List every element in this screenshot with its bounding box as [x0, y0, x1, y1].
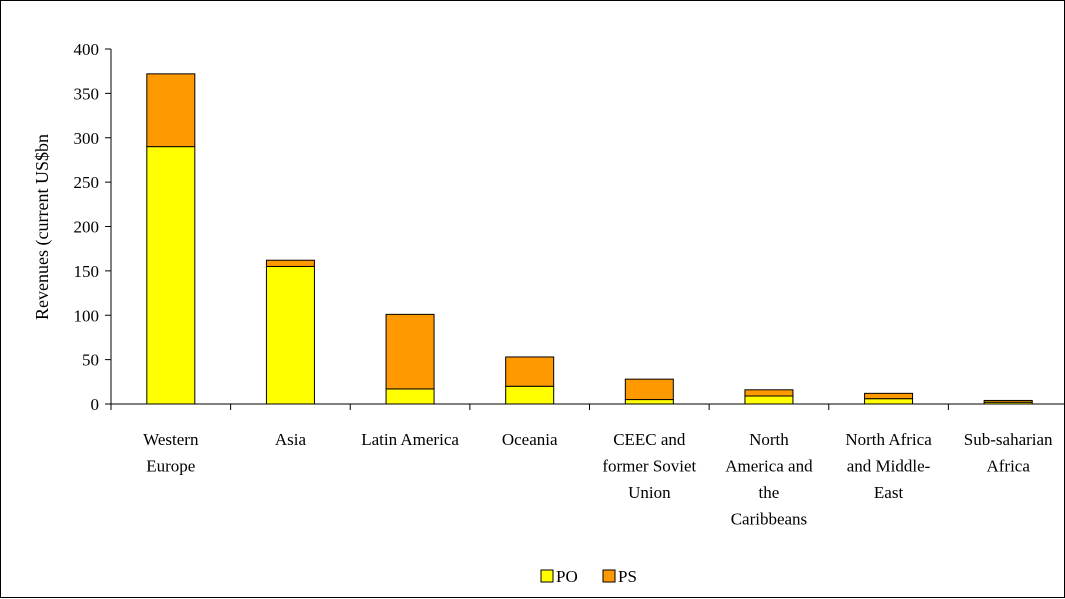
y-axis: 0 50 100 150 200 250 300 350 400: [74, 40, 112, 414]
category-label-line: Union: [628, 483, 671, 502]
y-tick-label: 150: [74, 262, 100, 281]
category-label-line: Europe: [146, 457, 195, 476]
category-label-line: Asia: [275, 430, 307, 449]
category-label-line: the: [759, 483, 780, 502]
category-label-line: East: [874, 483, 904, 502]
category-label-line: North Africa: [845, 430, 932, 449]
legend-swatch-po: [540, 569, 554, 583]
category-label-line: Caribbeans: [731, 510, 807, 529]
legend-label-ps: PS: [618, 567, 637, 586]
category-label-line: Sub-saharian: [964, 430, 1053, 449]
category-label: Latin America: [361, 430, 459, 449]
y-tick-label: 250: [74, 173, 100, 192]
bar-po-0: [146, 146, 196, 405]
category-label: North America and the Caribbeans: [725, 430, 813, 529]
bar-po-6: [864, 398, 914, 405]
category-label-line: and Middle-: [847, 457, 931, 476]
y-axis-label: Revenues (current US$bn: [32, 134, 53, 320]
category-label: Oceania: [502, 430, 558, 449]
bar-ps-7: [983, 399, 1033, 403]
y-tick-label: 350: [74, 84, 100, 103]
category-label-line: CEEC and: [613, 430, 686, 449]
y-tick-label: 200: [74, 218, 100, 237]
category-label: Asia: [275, 430, 307, 449]
bar-ps-1: [265, 259, 315, 267]
category-label-line: America and: [725, 457, 813, 476]
x-axis: [110, 403, 1065, 410]
y-tick-label: 400: [74, 40, 100, 59]
bar-po-4: [624, 399, 674, 405]
category-label: CEEC and former Soviet Union: [602, 430, 696, 502]
category-label: Western Europe: [143, 430, 199, 476]
category-label-line: Western: [143, 430, 199, 449]
bar-ps-3: [505, 356, 555, 387]
bar-po-1: [265, 265, 315, 405]
y-tick-label: 300: [74, 129, 100, 148]
legend-label-po: PO: [556, 567, 578, 586]
legend-swatch-ps: [602, 569, 616, 583]
y-tick-label: 50: [82, 351, 99, 370]
category-label-line: Latin America: [361, 430, 459, 449]
bar-ps-0: [146, 73, 196, 148]
bar-ps-4: [624, 378, 674, 401]
y-tick-label: 0: [91, 395, 100, 414]
bar-po-2: [385, 388, 435, 405]
legend: PO PS: [540, 567, 637, 586]
bar-ps-2: [385, 313, 435, 390]
category-label-line: North: [749, 430, 789, 449]
bar-po-3: [505, 385, 555, 405]
bar-ps-6: [864, 392, 914, 400]
category-labels: Western Europe Asia Latin America Oceania CEE…: [143, 430, 1053, 529]
bar-po-5: [744, 395, 794, 405]
bar-ps-5: [744, 389, 794, 397]
category-label-line: Oceania: [502, 430, 558, 449]
category-label-line: former Soviet: [602, 457, 696, 476]
bars: [146, 73, 1033, 405]
category-label: Sub-saharian Africa: [964, 430, 1053, 476]
category-label-line: Africa: [986, 457, 1030, 476]
y-tick-label: 100: [74, 306, 100, 325]
category-label: North Africa and Middle- East: [845, 430, 932, 502]
